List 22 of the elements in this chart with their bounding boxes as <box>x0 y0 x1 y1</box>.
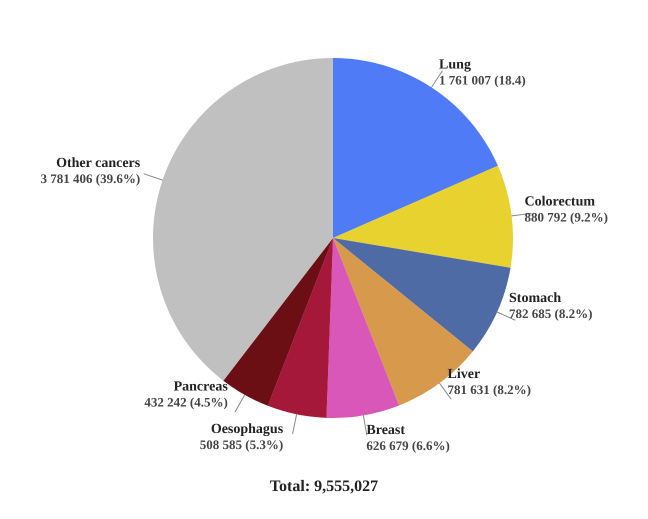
slice-label: Pancreas <box>174 379 228 394</box>
slice-label: Liver <box>448 366 480 382</box>
data-label: 626 679 (6.6%) <box>366 438 450 454</box>
data-label: 3 781 406 (39.6%) <box>40 171 140 186</box>
pie-slice <box>153 58 333 381</box>
slice-label: Breast <box>366 423 406 438</box>
slice-label: Lung <box>439 57 471 72</box>
pie-slice <box>333 166 513 268</box>
data-label: 781 631 (8.2%) <box>448 382 531 397</box>
data-label: 1 761 007 (18.4) <box>439 72 526 88</box>
slice-label: Stomach <box>509 290 562 306</box>
data-label: 508 585 (5.3%) <box>200 437 284 452</box>
slice-label: Oesophagus <box>210 422 284 438</box>
data-label: 782 685 (8.2%) <box>509 306 592 321</box>
pie-slice <box>333 238 511 352</box>
pie-slice <box>268 238 333 418</box>
slice-label: Colorectum <box>524 194 596 210</box>
pie-slice <box>326 238 400 418</box>
text: Total: 9,555,027 <box>268 478 380 496</box>
slice-label: Other cancers <box>56 156 141 172</box>
data-label: 880 792 (9.2%) <box>524 209 608 224</box>
data-label: 432 242 (4.5%) <box>144 394 228 410</box>
